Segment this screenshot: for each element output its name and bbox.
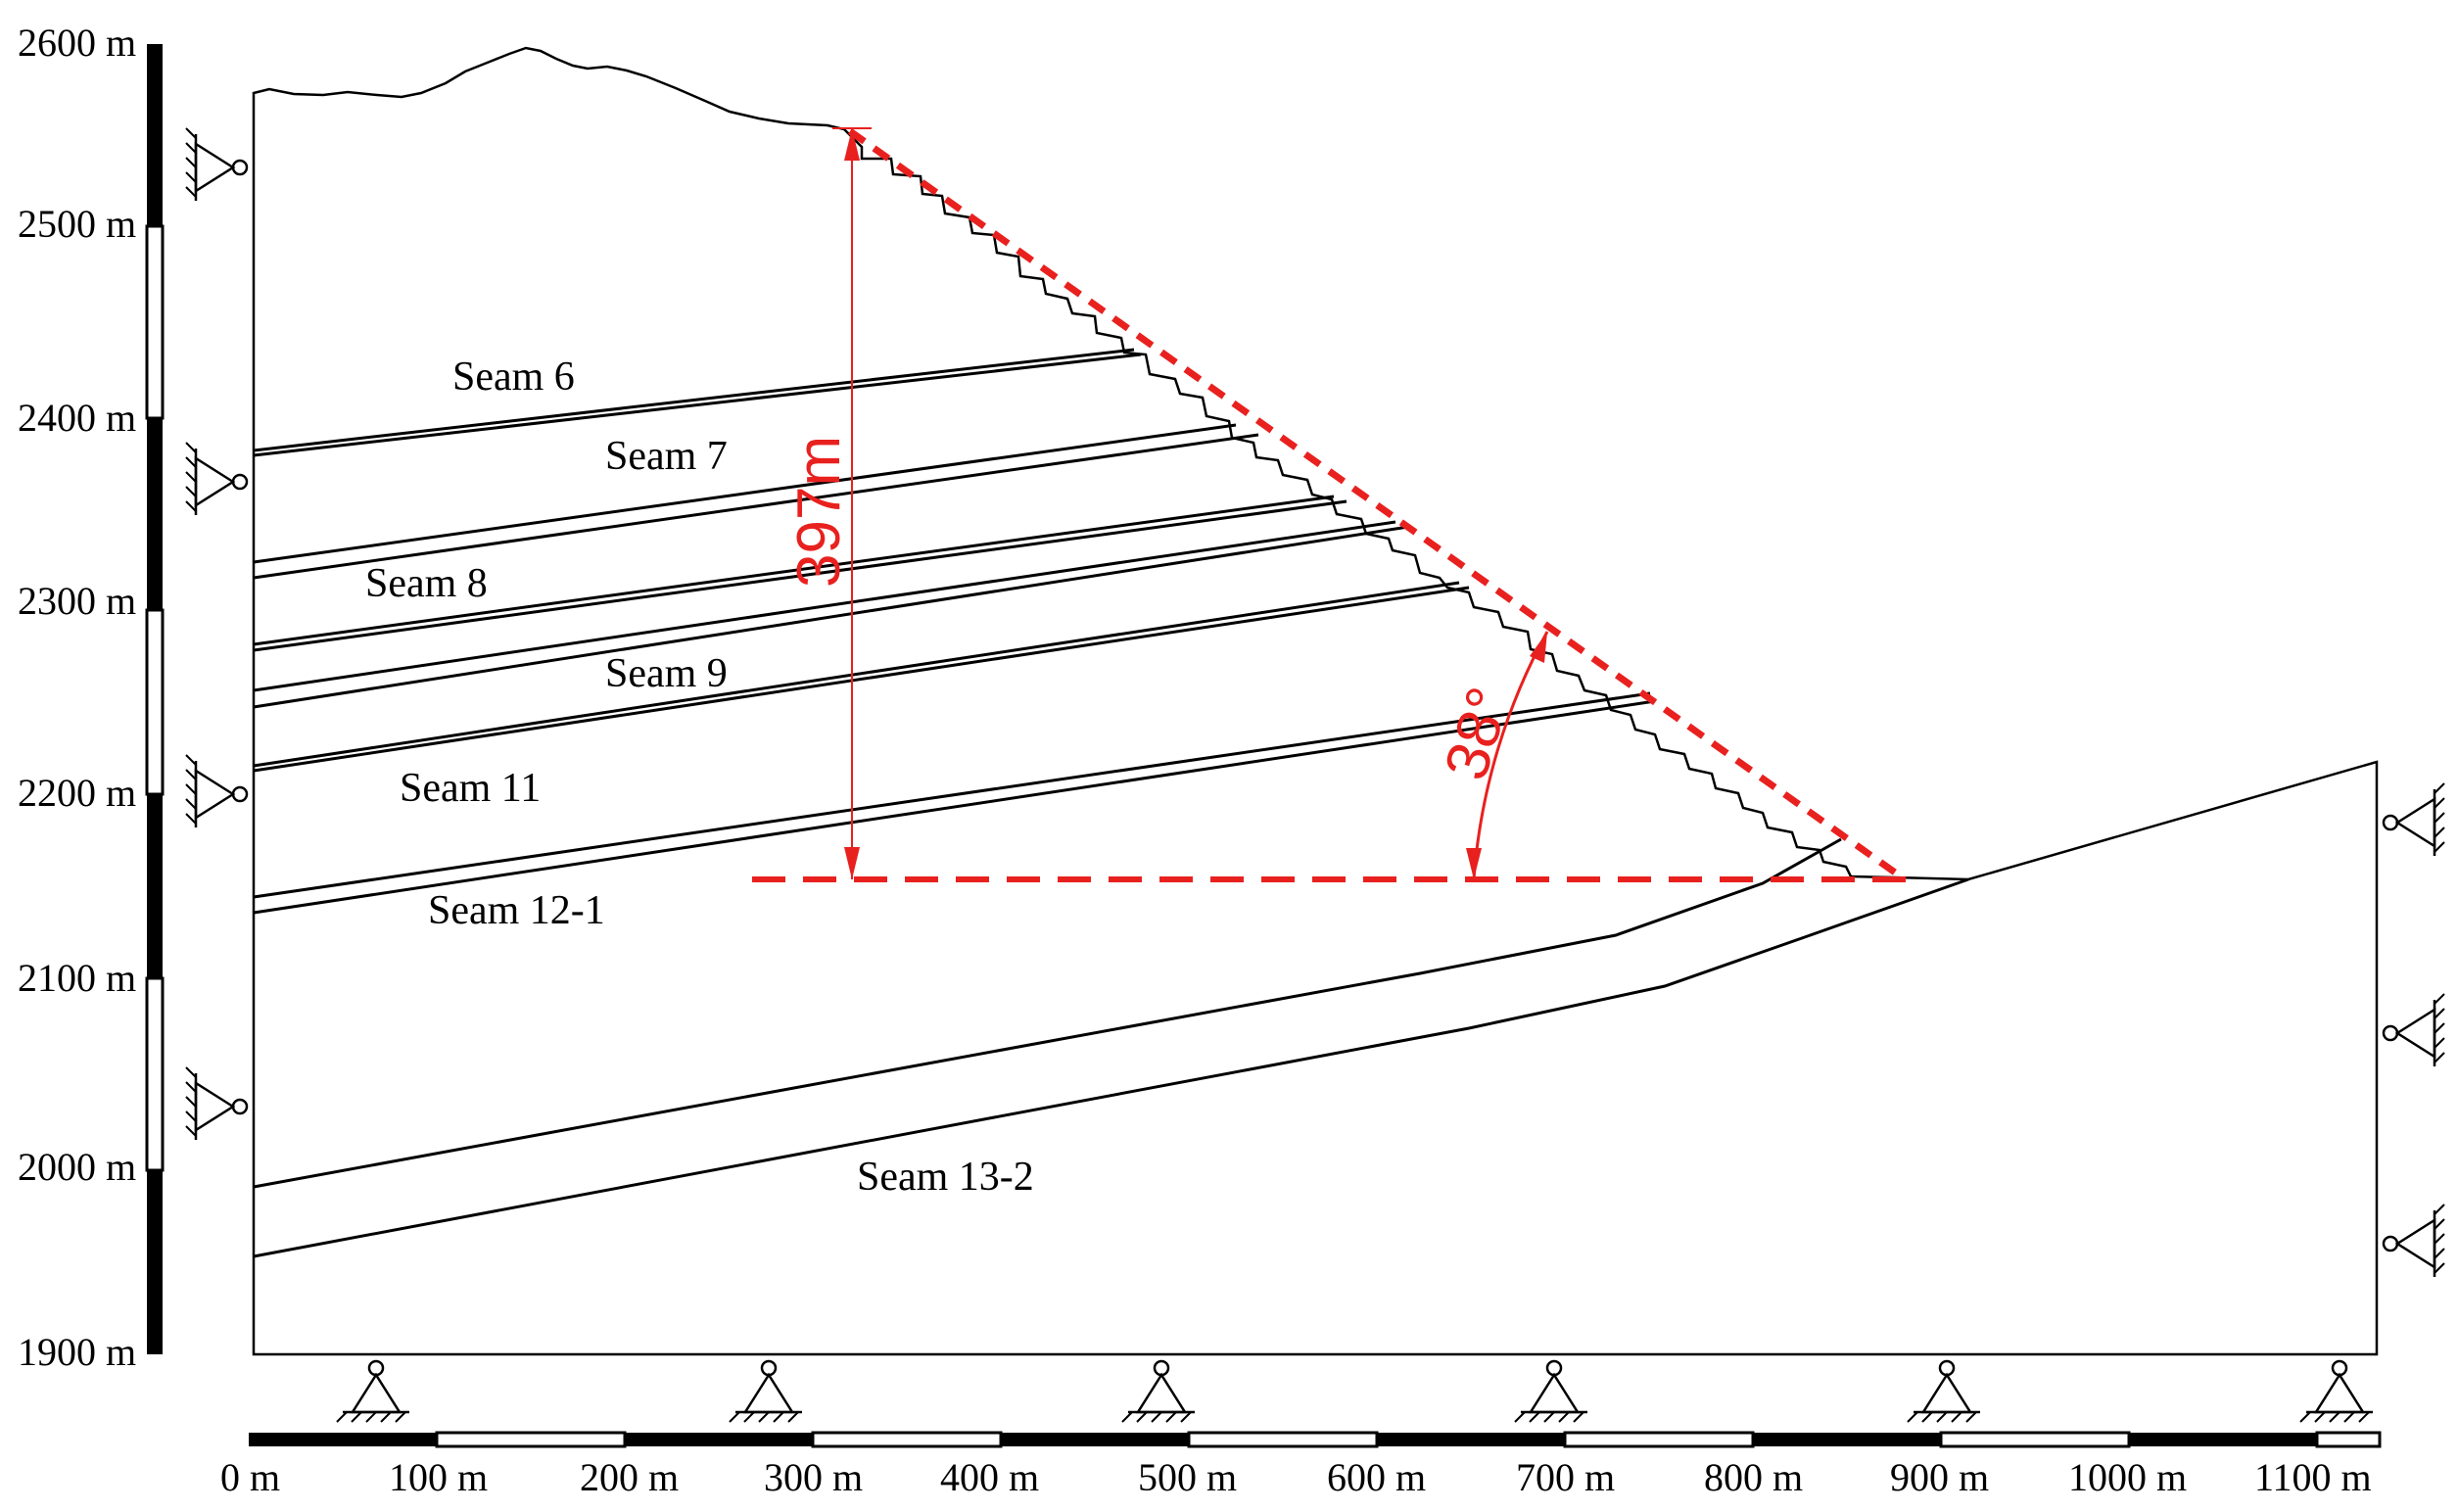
distance-tick-label: 1100 m	[2254, 1455, 2372, 1499]
distance-tick-label: 300 m	[764, 1455, 863, 1499]
distance-tick-label: 600 m	[1327, 1455, 1426, 1499]
elevation-tick-label: 2400 m	[18, 396, 136, 440]
left-roller-supports	[184, 126, 249, 1142]
elevation-tick-label: 2100 m	[18, 956, 136, 1000]
vertical-scale-labels: 2600 m 2500 m 2400 m 2300 m 2200 m 2100 …	[18, 21, 136, 1374]
seam-label-13-2: Seam 13-2	[857, 1155, 1034, 1200]
horizontal-scale-labels: 0 m 100 m 200 m 300 m 400 m 500 m 600 m …	[220, 1455, 2372, 1499]
vertical-scale-bar	[145, 44, 165, 1354]
elevation-tick-label: 1900 m	[18, 1330, 136, 1374]
seam-label-9: Seam 9	[605, 651, 728, 696]
distance-tick-label: 100 m	[389, 1455, 488, 1499]
roller-support-icon	[184, 753, 249, 829]
seam-label-11: Seam 11	[400, 766, 541, 811]
arrow-up-icon	[844, 128, 860, 161]
arrow-up-icon	[1530, 632, 1547, 663]
seam-lines	[253, 348, 1969, 1258]
seam-labels: Seam 6 Seam 7 Seam 8 Seam 9 Seam 11 Seam…	[365, 354, 1034, 1200]
model-outline	[252, 46, 2379, 1356]
elevation-tick-label: 2300 m	[18, 579, 136, 623]
distance-tick-label: 0 m	[220, 1455, 280, 1499]
arrow-down-icon	[844, 847, 860, 879]
seam-label-8: Seam 8	[365, 561, 488, 606]
roller-support-icon	[728, 1359, 804, 1424]
overall-slope-line	[847, 128, 1908, 882]
roller-support-icon	[184, 126, 249, 203]
roller-support-icon	[2382, 992, 2446, 1068]
right-roller-supports	[2382, 781, 2446, 1279]
roller-support-icon	[2382, 781, 2446, 858]
arrow-down-icon	[1466, 848, 1482, 879]
horizontal-scale-bar	[249, 1431, 2382, 1448]
roller-support-icon	[1513, 1359, 1589, 1424]
bottom-roller-supports	[335, 1359, 2375, 1424]
roller-support-icon	[184, 441, 249, 517]
seam-label-6: Seam 6	[452, 354, 575, 400]
distance-tick-label: 800 m	[1704, 1455, 1803, 1499]
seam-label-12-1: Seam 12-1	[428, 888, 605, 933]
elevation-tick-label: 2600 m	[18, 21, 136, 65]
roller-support-icon	[335, 1359, 411, 1424]
distance-tick-label: 400 m	[940, 1455, 1039, 1499]
roller-support-icon	[1906, 1359, 1982, 1424]
slope-annotations: 397m 38°	[752, 127, 1910, 882]
distance-tick-label: 700 m	[1516, 1455, 1615, 1499]
roller-support-icon	[1120, 1359, 1197, 1424]
elevation-tick-label: 2500 m	[18, 202, 136, 246]
elevation-tick-label: 2000 m	[18, 1145, 136, 1189]
distance-tick-label: 500 m	[1138, 1455, 1237, 1499]
roller-support-icon	[184, 1065, 249, 1142]
distance-tick-label: 1000 m	[2068, 1455, 2187, 1499]
seam-label-7: Seam 7	[605, 434, 728, 479]
roller-support-icon	[2382, 1203, 2446, 1279]
distance-tick-label: 900 m	[1890, 1455, 1989, 1499]
angle-annotation: 38°	[1432, 680, 1523, 787]
height-annotation: 397m	[785, 436, 853, 588]
roller-support-icon	[2298, 1359, 2375, 1424]
distance-tick-label: 200 m	[580, 1455, 679, 1499]
elevation-tick-label: 2200 m	[18, 771, 136, 815]
